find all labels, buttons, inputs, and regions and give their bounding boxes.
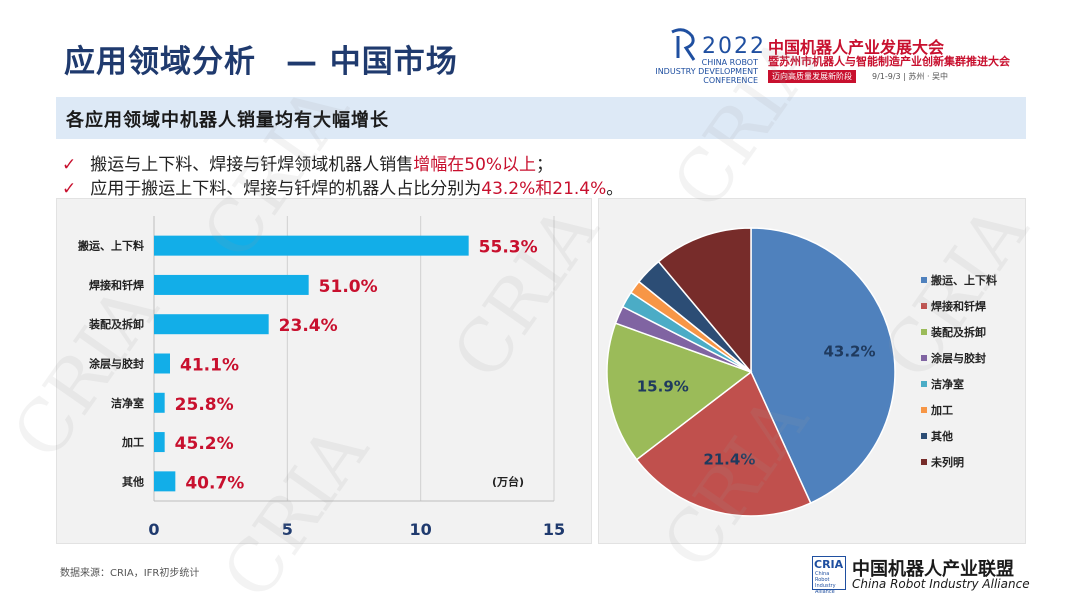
pie-chart: 43.2% 21.4% 15.9% 搬运、上下料焊接和钎焊装配及拆卸涂层与胶封洁净室加… xyxy=(606,227,997,517)
pie-slice xyxy=(635,370,812,517)
category-label: 加工 xyxy=(121,435,144,449)
legend-label: 搬运、上下料 xyxy=(931,273,997,287)
subtitle-bar: 各应用领域中机器人销量均有大幅增长 xyxy=(56,97,1026,139)
pie-slice xyxy=(606,322,753,461)
slice-label: 15.9% xyxy=(637,378,689,396)
bullet-2: ✓ 应用于搬运上下料、焊接与钎焊的机器人占比分别为43.2%和21.4%。 xyxy=(62,179,624,199)
robot-logo-icon xyxy=(671,28,696,61)
x-tick-label: 15 xyxy=(543,520,565,539)
check-icon: ✓ xyxy=(62,179,77,199)
legend-swatch xyxy=(921,381,927,387)
legend-label: 未列明 xyxy=(930,455,964,469)
slice-label: 43.2% xyxy=(823,343,875,361)
data-label: 25.8% xyxy=(175,395,234,415)
unit-label: (万台) xyxy=(492,474,524,488)
legend-swatch xyxy=(921,303,927,309)
bar xyxy=(154,314,269,335)
legend-label: 装配及拆卸 xyxy=(930,325,986,339)
legend-label: 加工 xyxy=(930,403,953,417)
bar xyxy=(154,353,170,374)
cria-logo-icon: CRIA China Robot Industry Alliance xyxy=(812,556,846,595)
category-label: 洁净室 xyxy=(111,396,144,410)
legend-label: 涂层与胶封 xyxy=(931,351,986,365)
bar-chart: 搬运、上下料 55.3% 焊接和钎焊 51.0% 装配及拆卸 23.4% 涂层与胶封 41.1… xyxy=(78,216,565,539)
check-icon: ✓ xyxy=(62,155,77,175)
category-label: 其他 xyxy=(122,474,144,488)
pie-chart-panel: 43.2% 21.4% 15.9% 搬运、上下料 焊接和钎焊装配及拆卸涂层与胶封洁净室加… xyxy=(598,198,1026,544)
bar xyxy=(154,392,165,413)
data-source: 数据来源：CRIA，IFR初步统计 xyxy=(60,568,200,579)
pie-slice xyxy=(750,227,896,505)
legend-label: 焊接和钎焊 xyxy=(931,299,986,313)
alliance-name-cn: 中国机器人产业联盟 xyxy=(852,559,1014,580)
bar-chart-panel: 搬运、上下料 55.3% 焊接和钎焊 51.0% 装配及拆卸 23.4% 涂层与胶封 41.1… xyxy=(56,198,592,544)
x-tick-label: 0 xyxy=(148,520,159,539)
bar xyxy=(154,274,309,295)
legend-label: 洁净室 xyxy=(931,377,964,391)
legend-swatch xyxy=(921,277,927,283)
logo-year: 2022 xyxy=(702,34,766,59)
x-tick-label: 10 xyxy=(410,520,432,539)
subtitle: 各应用领域中机器人销量均有大幅增长 xyxy=(66,110,389,131)
data-label: 23.4% xyxy=(279,316,338,336)
data-label: 45.2% xyxy=(175,434,234,454)
legend-label: 其他 xyxy=(931,429,953,443)
category-label: 搬运、上下料 xyxy=(78,239,144,253)
legend-swatch xyxy=(921,433,927,439)
x-tick-label: 5 xyxy=(282,520,293,539)
category-label: 焊接和钎焊 xyxy=(89,278,144,292)
category-label: 涂层与胶封 xyxy=(89,357,144,371)
bar xyxy=(154,471,176,492)
legend-swatch xyxy=(921,459,927,465)
slice-label: 21.4% xyxy=(703,451,755,469)
category-label: 装配及拆卸 xyxy=(88,317,144,331)
logo-english: CHINA ROBOT INDUSTRY DEVELOPMENT CONFERE… xyxy=(655,58,758,85)
legend-swatch xyxy=(921,407,927,413)
pie-slice xyxy=(657,227,752,375)
data-label: 41.1% xyxy=(180,356,239,376)
data-label: 55.3% xyxy=(479,238,538,258)
logo-chinese-title: 中国机器人产业发展大会 xyxy=(768,38,945,57)
page-title: 应用领域分析 — 中国市场 xyxy=(64,44,458,80)
logo-chinese-subtitle: 暨苏州市机器人与智能制造产业创新集群推进大会 xyxy=(768,55,1010,68)
data-label: 51.0% xyxy=(319,277,378,297)
conference-logo: 2022 CHINA ROBOT INDUSTRY DEVELOPMENT CO… xyxy=(640,28,1040,88)
data-label: 40.7% xyxy=(185,473,244,493)
logo-tagline: 迈向高质量发展新阶段 xyxy=(768,70,856,83)
bar xyxy=(154,432,165,453)
legend-swatch xyxy=(921,355,927,361)
bar xyxy=(154,235,469,256)
alliance-name-en: China Robot Industry Alliance xyxy=(852,577,1030,591)
alliance-logo: CRIA China Robot Industry Alliance 中国机器人… xyxy=(812,552,1042,596)
bullet-1: ✓ 搬运与上下料、焊接与钎焊领域机器人销售增幅在50%以上； xyxy=(62,155,554,175)
logo-date: 9/1-9/3 | 苏州 · 吴中 xyxy=(872,72,949,81)
legend-swatch xyxy=(921,329,927,335)
